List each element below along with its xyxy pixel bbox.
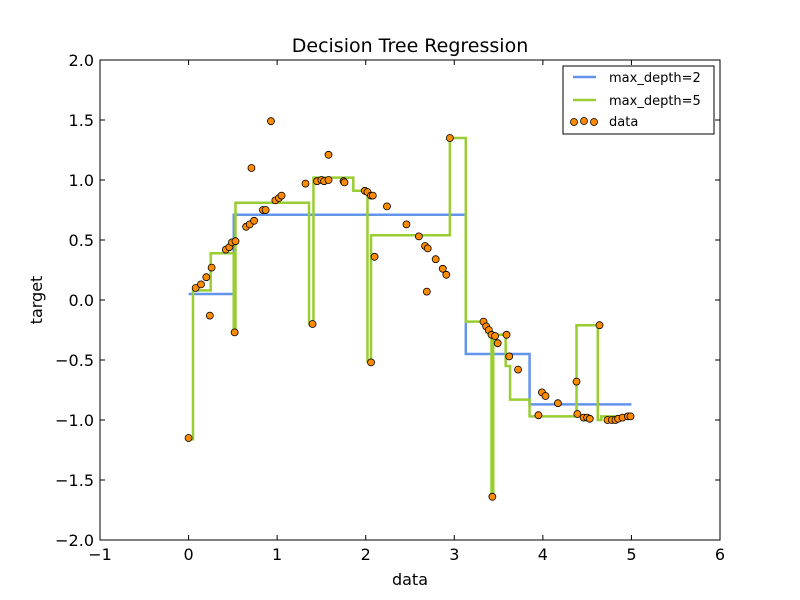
y-tick-label: 0.5 <box>69 231 94 250</box>
data-point <box>230 328 239 337</box>
x-axis-label: data <box>392 570 428 589</box>
data-point <box>368 191 377 200</box>
legend-label-max-depth-5: max_depth=5 <box>609 94 701 109</box>
legend-marker-data <box>570 118 578 126</box>
data-point <box>585 414 594 423</box>
y-tick-label: −2.0 <box>55 531 94 550</box>
data-point <box>250 216 259 225</box>
x-tick-label: 6 <box>715 545 725 564</box>
data-point <box>367 358 375 367</box>
data-point <box>191 284 200 292</box>
data-point <box>205 311 214 320</box>
data-point <box>431 255 440 264</box>
data-point <box>514 365 522 374</box>
legend-marker-data <box>580 117 588 125</box>
data-point <box>402 220 411 229</box>
data-point <box>502 330 511 339</box>
data-point <box>267 117 275 126</box>
legend-label-data: data <box>609 115 638 130</box>
data-point <box>383 202 391 211</box>
chart-title: Decision Tree Regression <box>292 35 528 57</box>
data-point <box>493 339 502 348</box>
data-point <box>505 352 514 361</box>
data-point <box>414 232 423 241</box>
legend-marker-data <box>590 118 598 126</box>
legend: max_depth=2 max_depth=5 data <box>562 65 715 135</box>
legend-label-max-depth-2: max_depth=2 <box>609 71 701 86</box>
data-point <box>184 434 193 442</box>
data-point <box>422 287 431 296</box>
data-point <box>301 179 310 188</box>
y-tick-label: −0.5 <box>55 351 94 370</box>
data-point <box>231 237 240 246</box>
y-axis-label: target <box>27 276 46 325</box>
data-point <box>423 244 432 253</box>
data-point <box>534 411 543 420</box>
y-tick-label: −1.5 <box>55 471 94 490</box>
data-point <box>197 280 205 289</box>
axis-ticks: −1 0 1 2 3 4 5 6 −2.0 −1.5 −1.0 −0.5 0.0 0.5 1.0 1.5 2.0 <box>55 51 725 564</box>
x-tick-label: 5 <box>626 545 636 564</box>
data-point <box>324 176 333 184</box>
data-point <box>261 206 270 214</box>
x-tick-label: 2 <box>361 545 371 564</box>
x-tick-label: 4 <box>538 545 548 564</box>
data-point <box>442 270 451 279</box>
data-point <box>541 392 550 400</box>
data-point <box>491 332 499 340</box>
y-tick-label: 1.5 <box>69 111 94 130</box>
y-tick-label: −1.0 <box>55 411 94 430</box>
data-point <box>277 191 286 200</box>
data-point <box>324 150 333 159</box>
data-point <box>202 273 211 282</box>
x-tick-label: 3 <box>449 545 459 564</box>
y-tick-label: 2.0 <box>69 51 94 70</box>
data-point <box>554 399 562 408</box>
data-point <box>308 320 317 328</box>
data-point <box>340 178 349 187</box>
data-point <box>445 134 454 142</box>
x-tick-label: 1 <box>272 545 282 564</box>
x-tick-label: −1 <box>88 545 112 564</box>
data-point <box>573 410 582 418</box>
data-point <box>595 321 604 330</box>
y-tick-label: 1.0 <box>69 171 94 190</box>
y-tick-label: 0.0 <box>69 291 94 310</box>
data-point <box>572 377 581 386</box>
plot-area <box>184 117 635 501</box>
data-point <box>370 252 379 261</box>
data-point <box>207 263 216 272</box>
x-tick-label: 0 <box>183 545 193 564</box>
data-point <box>626 412 635 421</box>
data-point <box>438 264 447 273</box>
data-point <box>488 492 497 501</box>
data-point <box>247 164 256 172</box>
